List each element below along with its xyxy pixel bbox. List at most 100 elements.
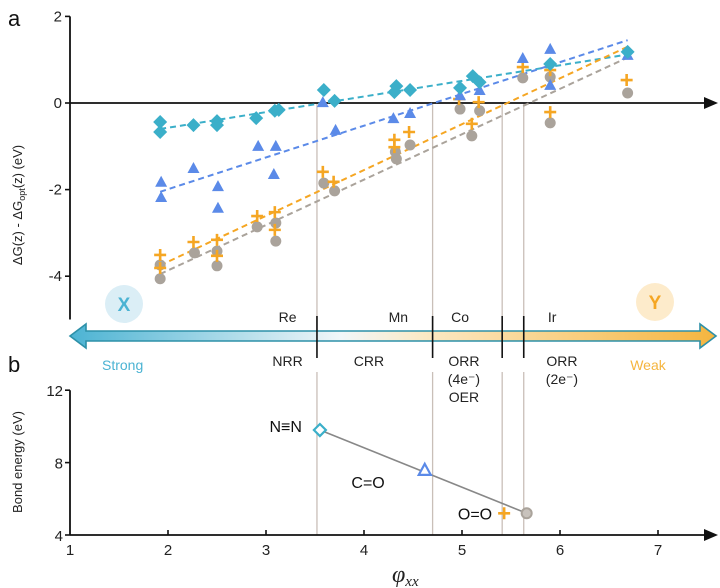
circle-gray-point [404,139,416,151]
bond-point-C=O [416,461,433,476]
triangle-blue-point [267,168,280,180]
panel-b-x-tick-label: 1 [66,542,74,559]
metal-label-ir: Ir [548,309,557,325]
cross-orange-point [472,96,485,109]
diamond-cyan-point [620,44,635,59]
metal-label-co: Co [451,309,469,325]
panel-b-x-axis-title: φxx [392,562,419,588]
triangle-blue-point [187,161,200,173]
circle-gray-point [544,117,556,129]
bond-label: C=O [351,475,384,492]
panel-b-x-tick-label: 7 [654,542,662,559]
triangle-blue-point [155,190,168,202]
triangle-blue-point [252,139,265,151]
y-badge [636,283,674,321]
bond-point-end [520,507,533,520]
panel-label-a: a [8,6,21,31]
diamond-cyan-point [153,125,168,140]
panel-b-points: N≡N C=O O=O [269,419,533,523]
circle-gray-point [517,72,529,84]
cross-orange-point [388,141,401,154]
panel-b-x-arrow [704,529,718,541]
circle-gray-point [544,71,556,83]
circle-gray-point [211,260,223,272]
cross-orange-point [327,175,340,188]
circle-gray-point [251,221,263,233]
reaction-label: ORR [546,353,577,369]
diamond-cyan-point [403,83,418,98]
bond-point-O=O [498,507,511,520]
panel-b-x-tick-label: 6 [556,542,564,559]
triangle-blue-point [269,139,282,151]
cross-orange-point [211,233,223,246]
panel-a-points [153,42,635,285]
diamond-cyan-point [543,57,558,72]
diamond-cyan-point [389,79,404,94]
panel-label-b: b [8,352,20,377]
weak-label: Weak [630,357,667,373]
y-badge-label: Y [649,293,662,314]
diamond-cyan-point [249,111,264,126]
panel-a-y-tick-label: 0 [54,95,62,112]
cross-orange-point [620,74,633,87]
reaction-label: CRR [354,353,384,369]
metal-label-mn: Mn [389,309,408,325]
panel-a-axes: 2 0 -2 -4 [49,8,718,320]
panel-b-y-tick-label: 12 [46,383,63,400]
cross-orange-point [516,61,529,74]
triangle-blue-point [316,96,329,108]
cross-orange-point [268,223,281,236]
triangle-blue-point [404,106,417,118]
circle-gray-point [270,235,282,247]
circle-gray-trend-line [159,56,629,275]
triangle-blue-point [211,180,224,192]
cross-orange-point [251,210,264,223]
panel-a-y-axis-title: ΔG(z) - ΔGopt(z) (eV) [10,145,27,265]
triangle-blue-point [544,78,557,90]
bond-point-N≡N [312,422,328,438]
diamond-cyan-point [271,102,286,117]
cross-orange-point [268,206,281,219]
binding-strength-scale: X Y Re Mn Co Ir NRR CRR ORR (4e⁻) OER ORR (2e⁻) St… [68,283,718,405]
cross-orange-point [316,165,329,178]
metal-label-re: Re [279,309,297,325]
diamond-cyan-point [316,83,331,98]
cross-orange-point [187,235,200,248]
diamond-cyan-point [210,118,224,133]
circle-gray-point [329,185,341,197]
cross-orange-point [544,106,557,119]
strong-label: Strong [102,357,143,373]
reaction-label: OER [449,389,479,405]
panel-b-x-tick-label: 4 [360,542,368,559]
bond-label: N≡N [269,419,301,436]
panel-a-region-lines [316,103,525,330]
triangle-blue-point [387,112,400,124]
triangle-blue-point [155,175,168,187]
diamond-cyan-point [472,75,487,90]
triangle-blue-point [516,51,529,63]
cross-orange-point [154,261,167,274]
diamond-cyan-point [327,93,342,108]
scale-double-arrow [68,322,718,350]
panel-b-y-tick-label: 4 [55,528,63,545]
cross-orange-point [465,117,478,130]
circle-gray-point [466,130,478,142]
panel-b-x-tick-label: 2 [164,542,172,559]
circle-gray-point [154,273,166,285]
diamond-cyan-point [453,80,468,95]
reaction-label: NRR [272,353,302,369]
cross-orange-point [403,126,416,139]
panel-b-y-tick-label: 8 [55,456,63,473]
panel-a-y-tick-label: -4 [49,268,62,285]
circle-gray-point [622,87,634,99]
triangle-blue-point [329,123,342,135]
reaction-label: (4e⁻) [448,371,480,387]
panel-b-y-axis-title: Bond energy (eV) [10,411,25,513]
cross-orange-point [154,248,167,261]
x-badge [105,285,143,323]
triangle-blue-point [473,84,486,96]
circle-gray-point [474,105,486,117]
circle-gray-point [318,177,330,189]
